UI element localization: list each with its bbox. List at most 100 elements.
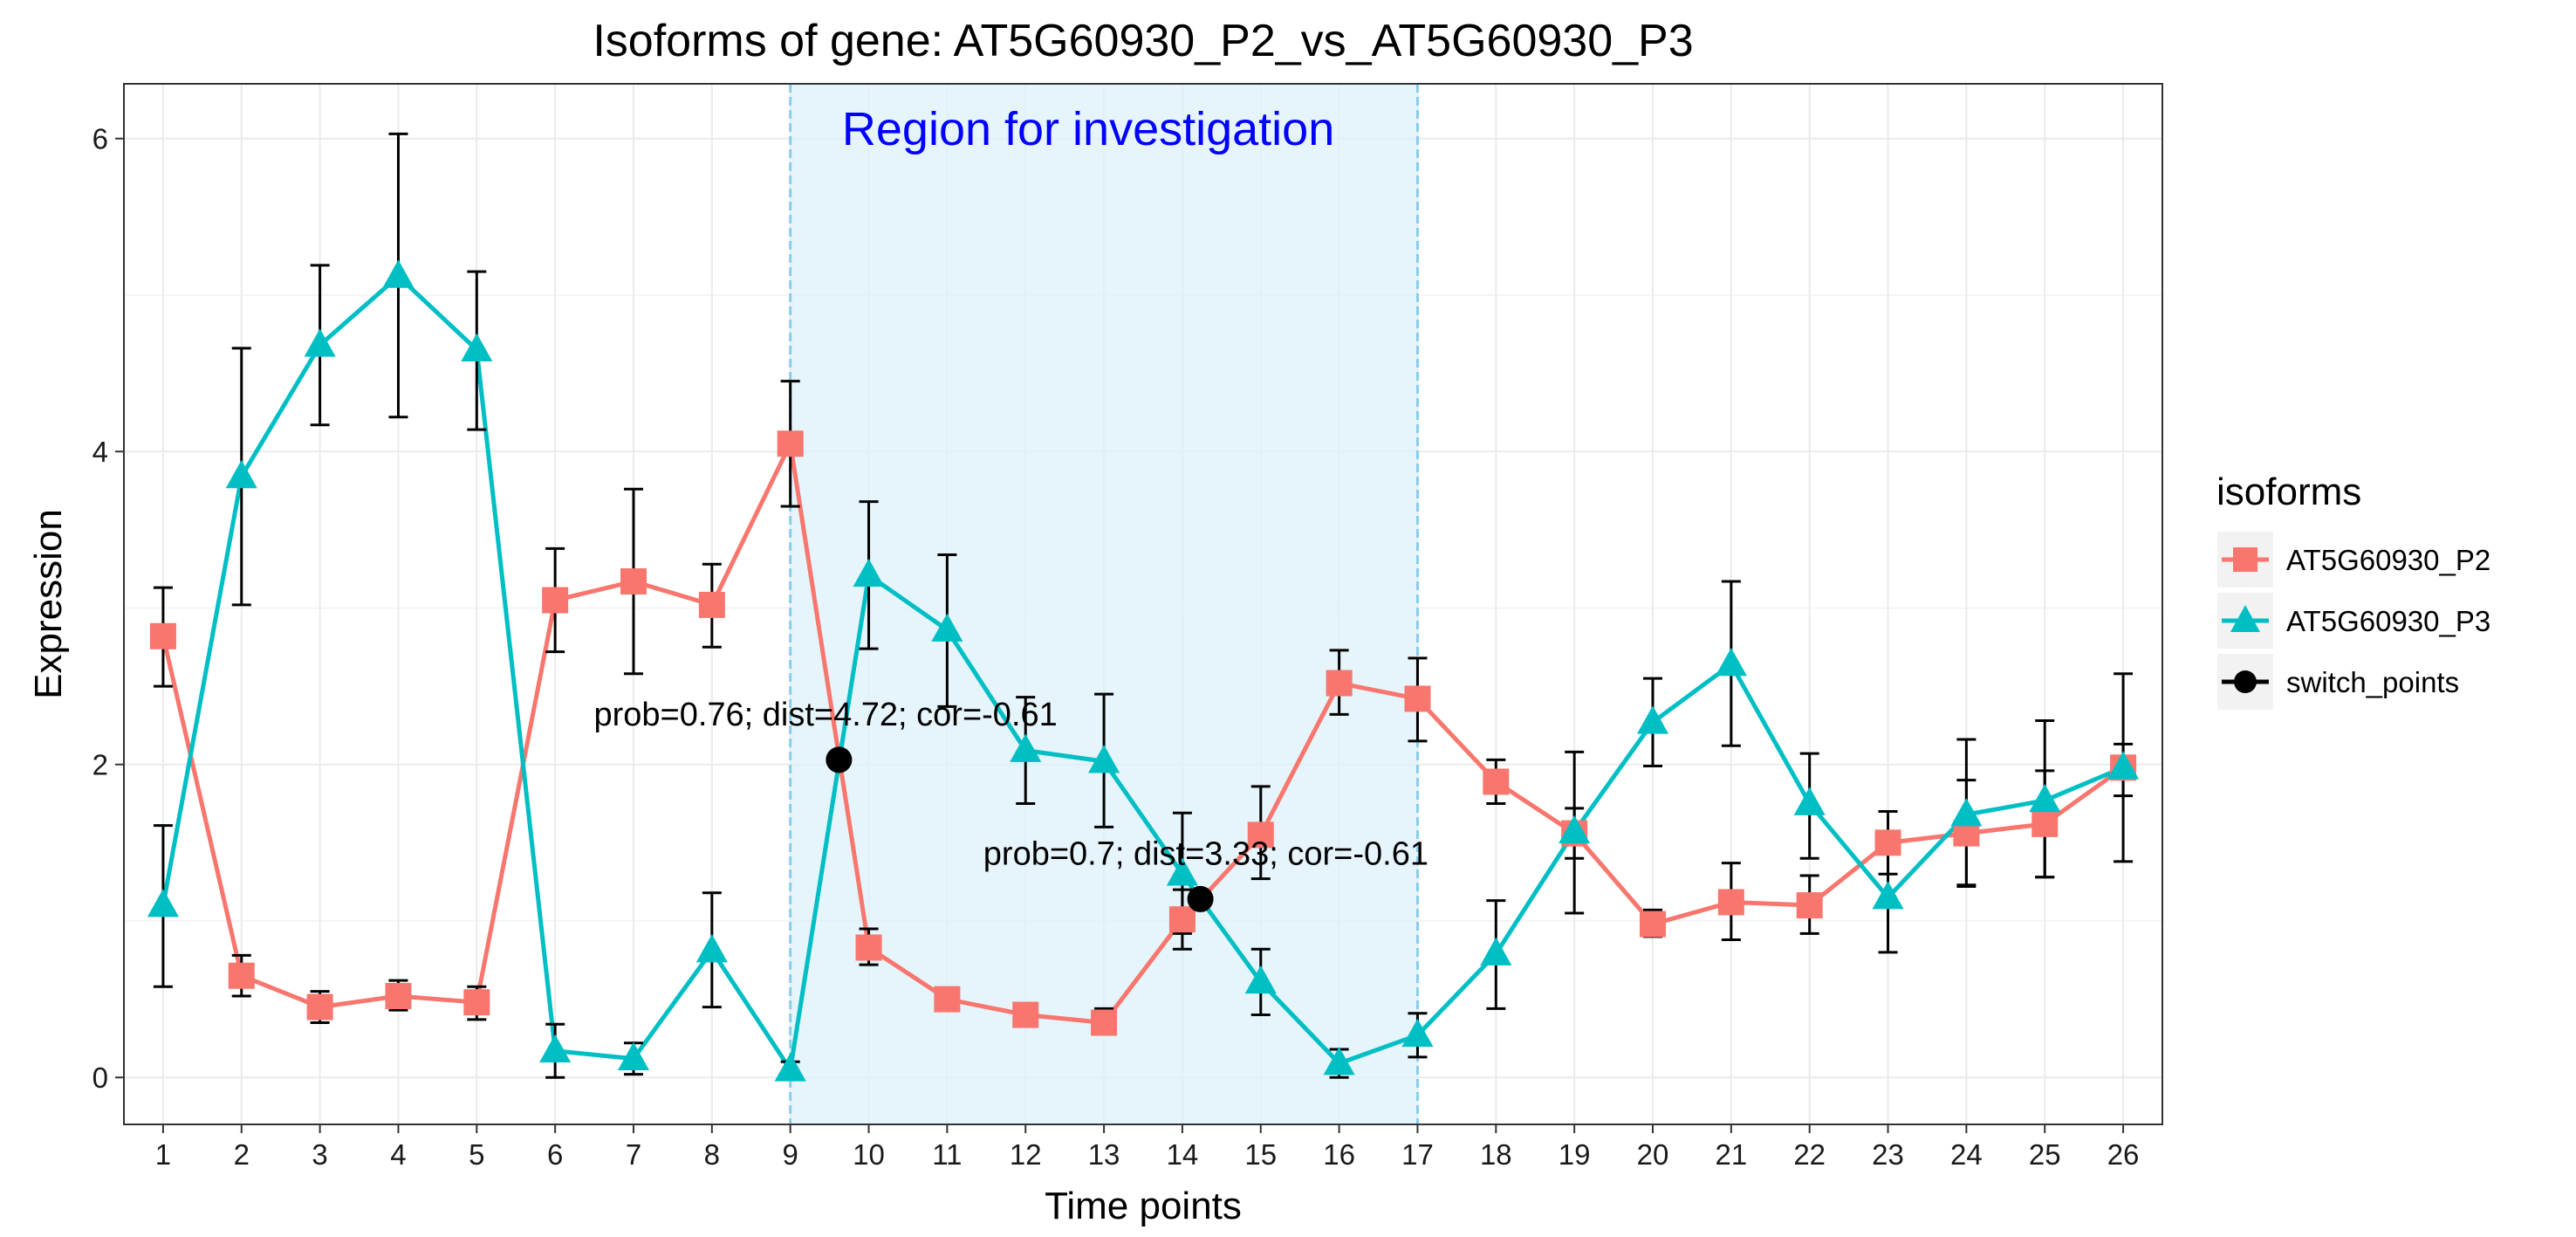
legend-label: AT5G60930_P2 [2286,544,2490,576]
data-point-square [1247,821,1274,849]
x-tick-label: 6 [547,1138,563,1171]
x-tick-label: 20 [1637,1138,1669,1171]
data-point-triangle [2107,751,2140,780]
data-point-triangle [1715,648,1747,677]
data-point-triangle [304,328,336,357]
data-point-square [1326,670,1353,697]
data-point-triangle [1636,705,1669,734]
x-tick-label: 4 [390,1138,406,1171]
data-point-triangle [617,1041,650,1071]
x-axis-title: Time points [1045,1185,1242,1227]
data-point-triangle [147,889,179,917]
x-tick-label: 14 [1167,1138,1199,1171]
data-point-square [149,622,176,649]
x-tick-label: 8 [704,1138,720,1171]
investigation-region: Region for investigation [789,84,1419,1124]
y-tick-label: 0 [92,1062,108,1094]
data-point-triangle [695,934,728,963]
data-point-square [1012,1001,1039,1028]
data-point-square [1796,892,1823,919]
data-point-triangle [382,259,414,288]
x-tick-label: 25 [2029,1138,2061,1171]
x-tick-label: 11 [932,1138,962,1171]
x-tick-label: 1 [155,1138,171,1171]
data-point-square [698,591,725,618]
series-line [161,273,2125,1072]
x-tick-label: 22 [1793,1138,1826,1171]
data-point-triangle [461,333,493,362]
data-point-square [2031,810,2059,837]
legend-label: AT5G60930_P3 [2286,605,2490,637]
x-tick-label: 7 [626,1138,641,1171]
data-point-triangle [225,459,257,489]
data-point-square [1168,906,1196,933]
legend-circle-marker [2234,670,2257,693]
data-point-square [620,568,647,595]
x-tick-label: 21 [1715,1138,1747,1171]
x-tick-label: 5 [469,1138,484,1171]
data-point-triangle [774,1053,806,1082]
data-point-square [1717,889,1744,916]
data-point-square [1640,911,1666,938]
data-point-square [1483,768,1510,795]
data-point-triangle [1872,881,1904,910]
data-point-triangle [2029,783,2061,813]
legend-item: AT5G60930_P2 [2216,530,2490,589]
plot-frame [123,83,2163,1125]
data-point-square [542,587,569,614]
legend-item: switch_points [2216,652,2459,711]
data-point-triangle [1401,1018,1434,1048]
data-point-triangle [1244,965,1277,994]
data-point-triangle [1793,787,1826,815]
region-label: Region for investigation [842,103,1334,155]
x-tick-label: 3 [312,1138,327,1171]
data-point-triangle [1950,798,1983,827]
data-point-triangle [539,1034,572,1063]
data-point-square [934,986,961,1013]
legend: isoforms AT5G60930_P2 AT5G60930_P3 switch_p… [2216,471,2490,711]
data-point-square [1404,685,1431,712]
legend-item: AT5G60930_P3 [2216,591,2490,650]
data-point-triangle [1166,857,1198,886]
data-point-triangle [1010,733,1042,762]
x-tick-label: 16 [1323,1138,1355,1171]
x-tick-label: 10 [853,1138,885,1171]
legend-title: isoforms [2216,471,2361,513]
switch-points-layer: prob=0.76; dist=4.72; cor=-0.61 prob=0.7;… [593,697,1428,912]
data-point-square [385,983,412,1010]
data-point-square [1874,829,1901,856]
data-point-triangle [1088,745,1120,773]
data-point-square [306,993,333,1021]
data-point-square [228,962,255,989]
data-point-square [855,934,882,961]
series-2 [161,273,2125,1072]
x-tick-label: 18 [1480,1138,1512,1171]
region-band [790,84,1418,1124]
x-tick-label: 15 [1244,1138,1277,1171]
data-point-square [1091,1009,1118,1036]
switch-point-label: prob=0.7; dist=3.33; cor=-0.61 [983,835,1428,872]
legend-triangle-marker [2230,605,2260,632]
series-layer [147,132,2140,1082]
y-tick-label: 2 [92,749,108,781]
y-tick-label: 4 [92,436,108,468]
legend-square-marker [2233,547,2257,572]
x-tick-label: 26 [2107,1138,2140,1171]
x-tick-label: 12 [1010,1138,1042,1171]
x-tick-label: 2 [234,1138,250,1171]
y-axis-title: Expression [27,509,70,699]
x-tick-label: 23 [1872,1138,1904,1171]
data-point-triangle [1323,1047,1355,1076]
x-tick-label: 13 [1088,1138,1120,1171]
data-point-square [463,989,490,1016]
switch-point [1187,885,1214,912]
switch-point [826,746,853,773]
x-tick-label: 24 [1950,1138,1983,1171]
legend-label: switch_points [2286,666,2459,698]
switch-point-label: prob=0.76; dist=4.72; cor=-0.61 [593,697,1057,733]
data-point-triangle [931,613,963,642]
data-point-triangle [1480,937,1512,966]
x-tick-label: 17 [1401,1138,1434,1171]
